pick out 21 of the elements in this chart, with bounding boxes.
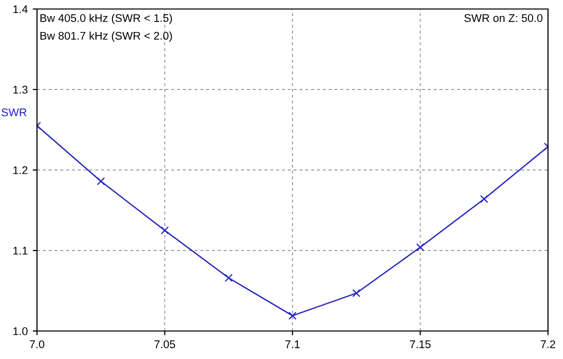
x-tick-label: 7.0: [30, 340, 44, 348]
point: [352, 289, 360, 298]
y-tick-label: 1.2: [13, 166, 28, 174]
x-tick-label: 7.15: [410, 340, 431, 348]
y-tick-label: 1.4: [13, 5, 28, 14]
point: [416, 243, 424, 252]
x-tick-label: 7.05: [154, 340, 176, 348]
x-tick-label: 7.2: [540, 340, 556, 348]
y-tick-label: 1.3: [13, 86, 28, 94]
annotation: SWR on Z: 50.0: [464, 14, 542, 22]
x-tick-label: 7.1: [285, 340, 300, 348]
annotation: Bw 405.0 kHz (SWR < 1.5): [40, 14, 172, 24]
point: [224, 274, 233, 282]
point: [480, 194, 488, 204]
y-tick-label: 1.0: [13, 327, 28, 336]
point: [288, 312, 297, 320]
y-tick-label: 1.1: [13, 246, 28, 255]
y-axis-title: SWR: [2, 108, 26, 116]
point: [160, 226, 169, 234]
annotation: Bw 801.7 kHz (SWR < 2.0): [40, 32, 172, 42]
point: [96, 177, 105, 186]
